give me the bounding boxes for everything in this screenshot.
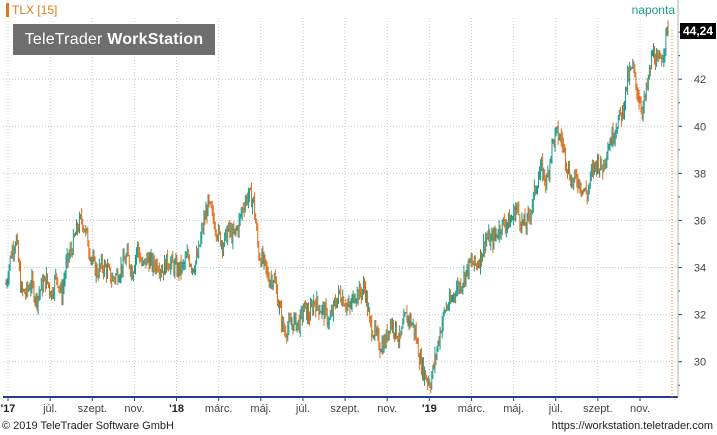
x-tick-label: márc. [205,403,233,415]
price-chart[interactable]: 30 32 34 36 38 40 42 '17 júl. szept. nov. '18 márc.… [0,0,717,418]
x-tick-label: szept. [78,403,107,415]
last-price-badge: 44,24 [680,23,716,39]
x-tick-label: nov. [630,403,650,415]
y-tick-label: 36 [694,215,706,227]
y-tick-label: 40 [694,121,706,133]
y-tick-label: 42 [694,74,706,86]
interval-label[interactable]: naponta [631,3,675,17]
gridlines [3,18,678,397]
ohlc-bars [5,20,669,394]
app-watermark-logo: TeleTrader WorkStation [13,24,215,55]
chart-area[interactable]: 30 32 34 36 38 40 42 '17 júl. szept. nov. '18 márc.… [0,0,717,418]
footer: © 2019 TeleTrader Software GmbH https://… [0,418,717,435]
x-tick-label: júl. [42,403,57,415]
y-tick-label: 38 [694,168,706,180]
x-tick-label: '18 [169,403,184,415]
website-link[interactable]: https://workstation.teletrader.com [551,420,713,432]
y-axis-labels: 30 32 34 36 38 40 42 [694,74,706,368]
x-tick-label: '19 [422,403,437,415]
copyright-text: © 2019 TeleTrader Software GmbH [2,420,174,432]
x-tick-label: nov. [124,403,144,415]
axes [3,0,682,401]
x-tick-label: márc. [458,403,486,415]
x-tick-label: júl. [295,403,310,415]
x-axis-labels: '17 júl. szept. nov. '18 márc. máj. júl. szept. n… [1,403,650,415]
watermark-bold-text: WorkStation [107,31,204,48]
x-tick-label: nov. [377,403,397,415]
x-tick-label: szept. [583,403,612,415]
x-tick-label: júl. [548,403,563,415]
y-tick-label: 30 [694,357,706,369]
x-tick-label: '17 [1,403,16,415]
x-tick-label: máj. [250,403,271,415]
x-tick-label: szept. [330,403,359,415]
y-tick-label: 34 [694,263,706,275]
x-tick-label: máj. [503,403,524,415]
y-tick-label: 32 [694,310,706,322]
symbol-label[interactable]: TLX [15] [6,3,57,17]
watermark-light-text: TeleTrader [24,31,108,48]
